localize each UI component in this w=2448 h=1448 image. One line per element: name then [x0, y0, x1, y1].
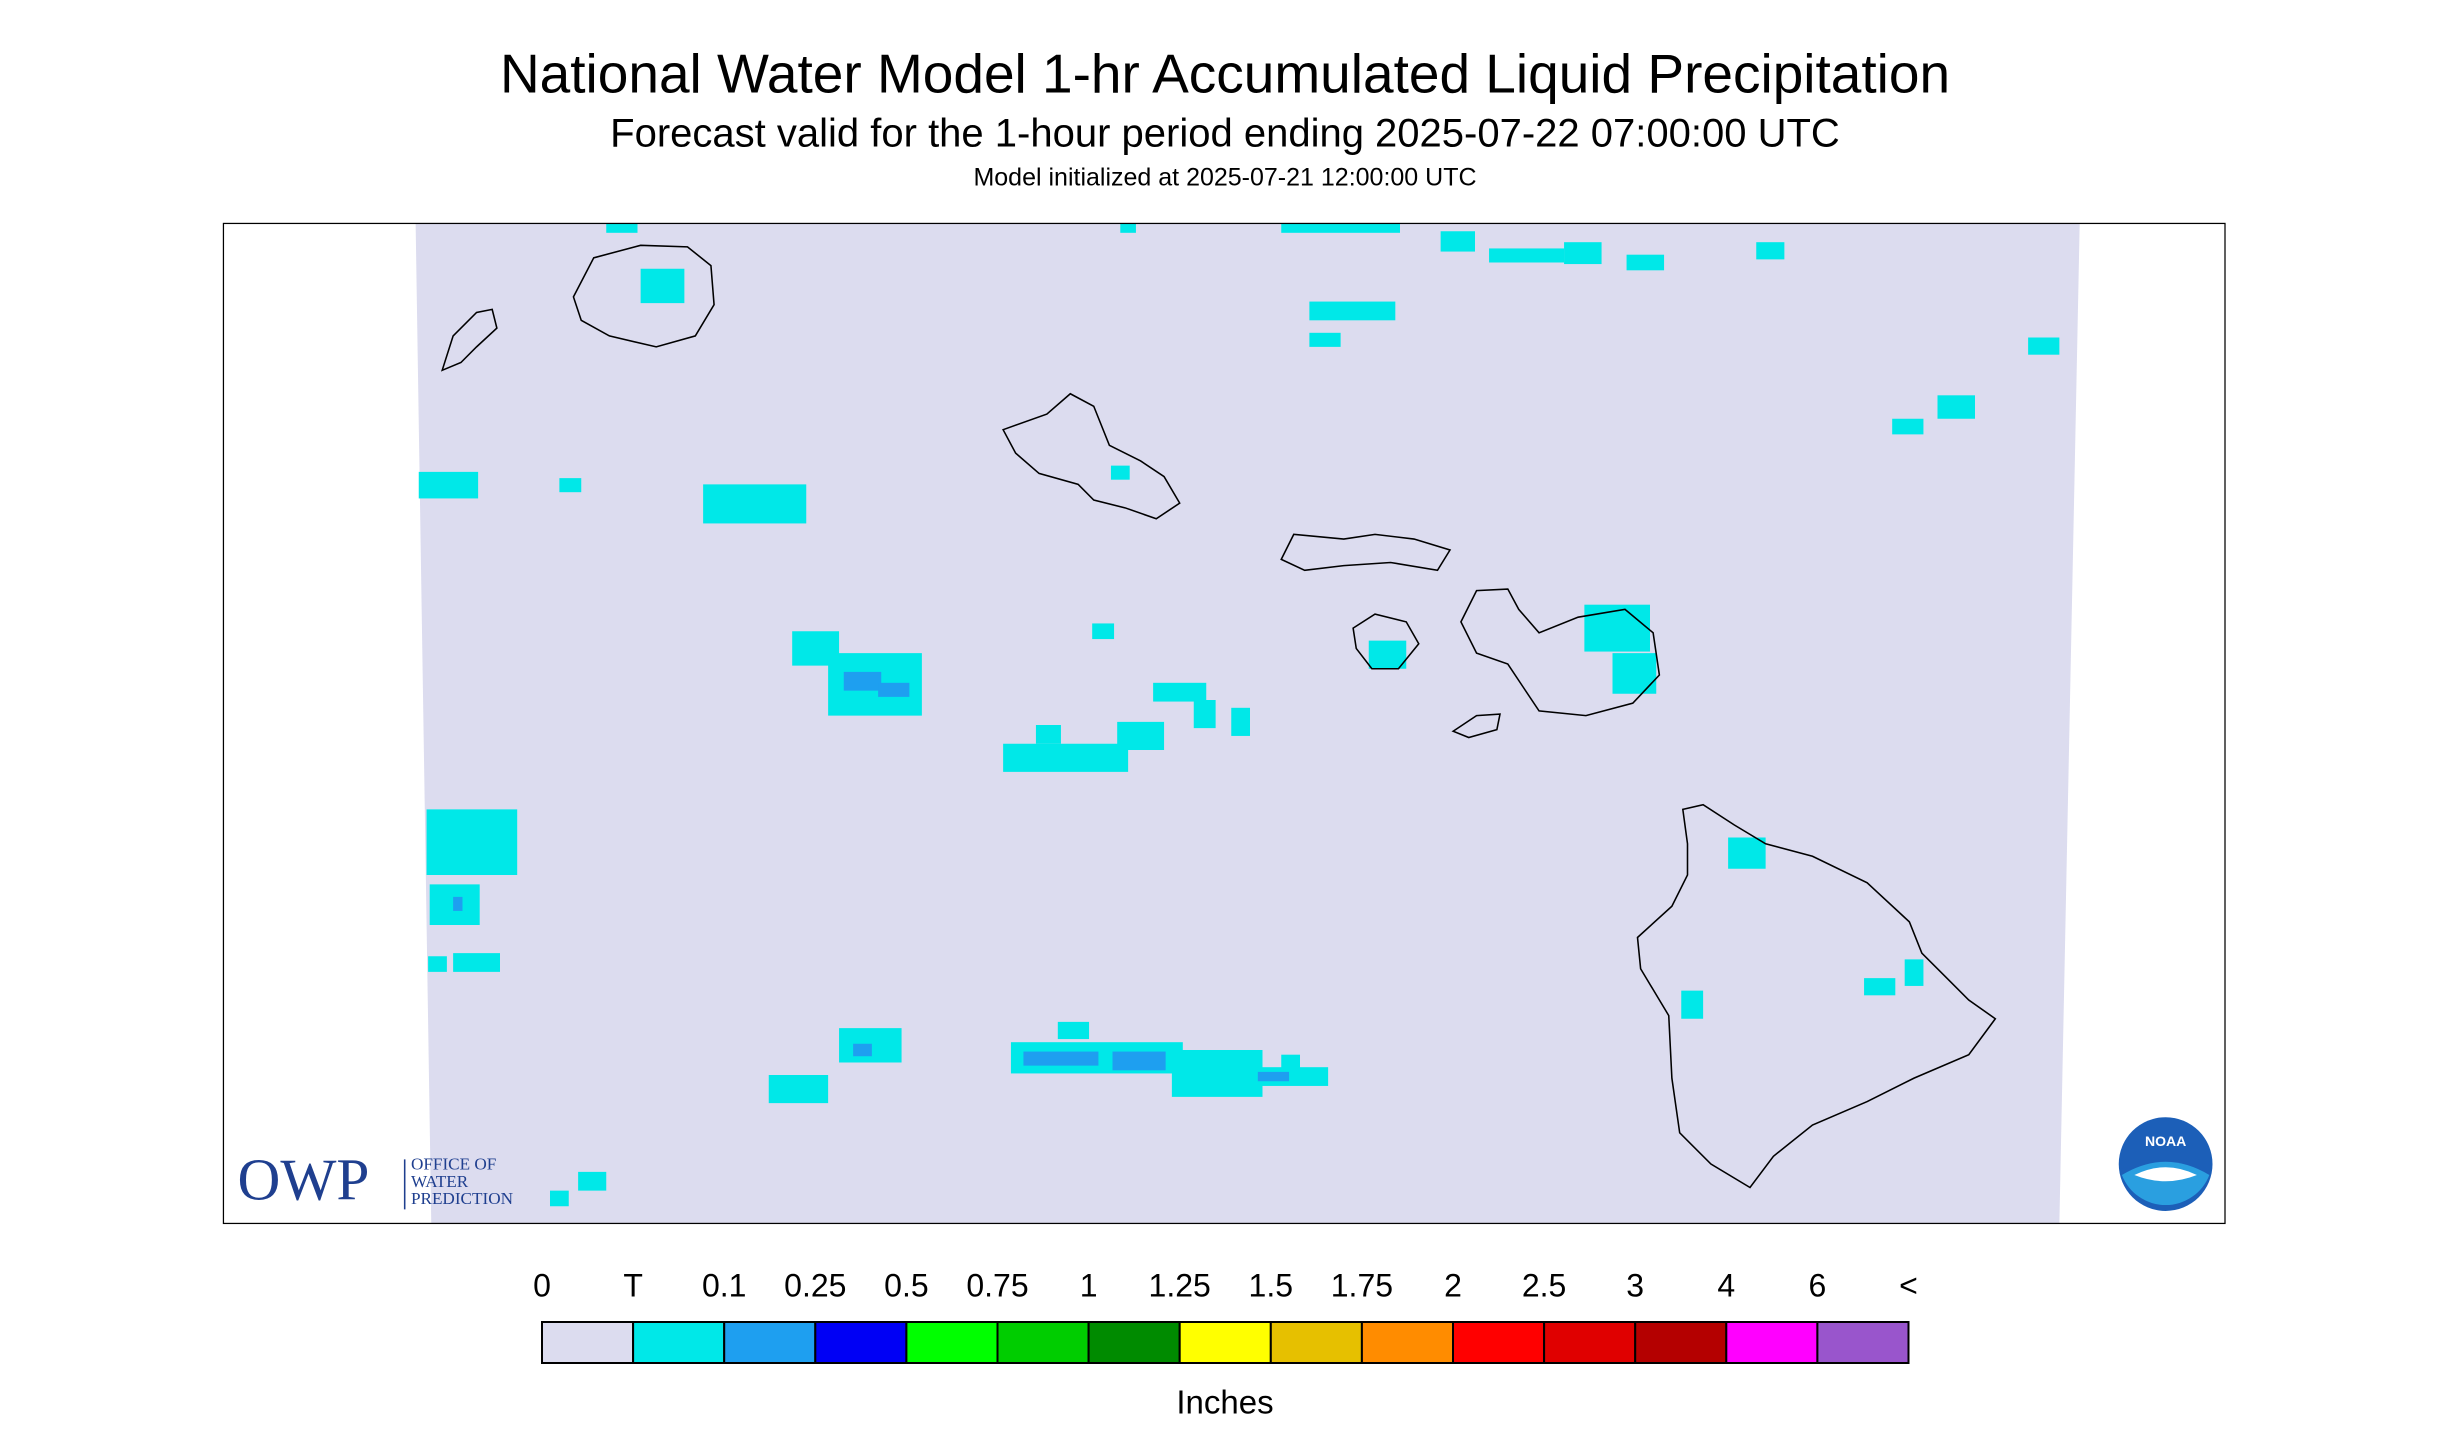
subtitle: Forecast valid for the 1-hour period end… [610, 112, 1840, 156]
legend-swatch [1634, 1321, 1728, 1364]
legend-label: 0 [533, 1267, 551, 1303]
coastlines [440, 244, 1997, 1189]
legend-swatch [541, 1321, 635, 1364]
owp-line: WATER [411, 1172, 469, 1191]
legend-label: 2.5 [1522, 1267, 1566, 1303]
map: OWP OFFICE OF WATER PREDICTION NOAA [222, 222, 2226, 1225]
legend-label: 0.25 [784, 1267, 846, 1303]
legend: 0 T 0.1 0.25 0.5 0.75 1 1.25 1.5 1.75 2 2.5 3 4 6 < [533, 1267, 1918, 1364]
legend-swatch [632, 1321, 726, 1364]
legend-label: 3 [1626, 1267, 1644, 1303]
legend-label: < [1899, 1267, 1918, 1303]
legend-label: 1 [1080, 1267, 1098, 1303]
legend-swatch [1816, 1321, 1910, 1364]
legend-label: 1.75 [1331, 1267, 1393, 1303]
legend-swatch [723, 1321, 817, 1364]
legend-label: 2 [1444, 1267, 1462, 1303]
legend-label: 1.25 [1149, 1267, 1211, 1303]
legend-swatch [1360, 1321, 1455, 1364]
legend-swatch [996, 1321, 1090, 1364]
owp-text: OWP [238, 1147, 370, 1213]
owp-line: PREDICTION [411, 1189, 513, 1208]
legend-label: 4 [1717, 1267, 1735, 1303]
map-frame [222, 222, 2226, 1225]
noaa-logo: NOAA [2118, 1117, 2213, 1211]
legend-swatch [1087, 1321, 1181, 1364]
noaa-text: NOAA [2145, 1133, 2186, 1149]
init-time: Model initialized at 2025-07-21 12:00:00… [973, 164, 1476, 192]
legend-swatch [905, 1321, 999, 1364]
legend-label: 0.75 [966, 1267, 1028, 1303]
legend-swatch [1178, 1321, 1272, 1364]
legend-unit: Inches [1176, 1384, 1273, 1421]
legend-swatch [1725, 1321, 1819, 1364]
title: National Water Model 1-hr Accumulated Li… [500, 43, 1950, 105]
legend-swatch [1543, 1321, 1637, 1364]
precip-areas [418, 223, 2060, 1207]
owp-line: OFFICE OF [411, 1155, 496, 1174]
legend-label: 0.1 [702, 1267, 746, 1303]
legend-swatch [1269, 1321, 1363, 1364]
legend-label: T [623, 1267, 643, 1303]
legend-label: 0.5 [884, 1267, 928, 1303]
owp-logo: OWP OFFICE OF WATER PREDICTION [238, 1147, 514, 1213]
legend-label: 6 [1809, 1267, 1827, 1303]
legend-label: 1.5 [1249, 1267, 1293, 1303]
legend-swatch [1452, 1321, 1546, 1364]
legend-swatch [814, 1321, 908, 1364]
